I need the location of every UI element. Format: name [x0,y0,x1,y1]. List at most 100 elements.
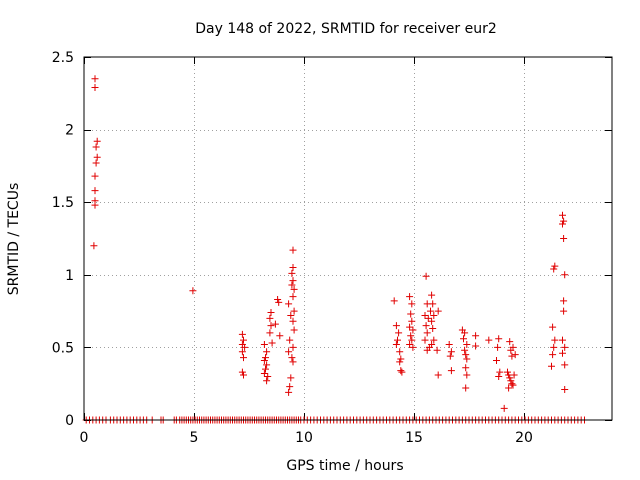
data-point [288,354,296,362]
data-point [494,343,502,351]
data-point [434,307,442,315]
data-point [287,374,295,382]
data-point [285,348,293,356]
data-point [424,314,432,322]
data-point [90,242,98,250]
data-point [91,75,99,83]
data-point [290,326,298,334]
data-point [463,355,471,363]
data-point [93,137,101,145]
y-tick-label: 0.5 [52,340,74,356]
data-point [560,307,568,315]
data-point [409,326,417,334]
data-point [508,380,516,388]
data-point [463,371,471,379]
x-tick-label: 5 [190,430,199,446]
x-tick-label: 20 [515,430,533,446]
data-point [559,349,566,357]
data-point [240,354,247,362]
data-point [560,235,568,242]
data-point [551,336,559,344]
x-tick-label: 0 [80,430,89,446]
data-point [561,386,569,394]
data-point [559,336,566,344]
data-point [289,343,297,351]
data-point [493,356,500,364]
data-point [290,307,298,315]
y-axis-label: SRMTID / TECUs [6,183,22,296]
data-point [390,297,398,305]
axis-ticks: 0 5 10 15 20 0 0.5 1 1.5 2 2.5 [52,50,612,446]
data-point [446,352,454,360]
data-point [560,297,568,305]
data-point [549,323,557,331]
data-point [289,293,297,301]
y-tick-label: 0 [65,413,74,429]
x-axis-label: GPS time / hours [286,458,403,474]
data-point [496,368,504,376]
data-point [260,340,268,348]
data-point [509,343,517,351]
data-point [397,367,405,375]
data-point [264,372,272,380]
data-point [392,340,400,348]
data-point [238,348,246,356]
data-point [561,343,569,351]
data-point [285,388,293,396]
data-point [428,291,436,299]
grid [84,57,612,420]
data-point [548,362,555,370]
data-point [392,322,400,330]
data-point [406,293,414,301]
data-point [396,348,404,356]
data-point [427,307,434,315]
data-point [263,361,271,369]
data-point [429,325,437,333]
data-point [267,309,275,317]
x-tick-label: 15 [405,430,423,446]
data-point [433,346,441,354]
data-point [267,322,275,330]
data-point [290,285,298,293]
data-point [289,358,297,366]
data-point [289,264,297,272]
data-point [495,372,503,380]
data-point [505,384,513,392]
data-point [561,361,569,369]
data-point [286,383,294,391]
x-tick-label: 10 [295,430,313,446]
data-point [422,272,430,280]
data-point [262,354,269,362]
data-point [507,377,515,385]
data-point [559,211,566,219]
data-point [510,371,518,379]
data-point [262,365,269,373]
data-point [430,336,438,344]
data-point [551,262,559,270]
data-point [263,348,271,356]
data-points [82,75,588,424]
data-point [472,332,480,340]
y-tick-label: 1.5 [52,195,74,211]
data-point [288,269,296,277]
data-point [423,329,431,337]
data-point [447,367,455,375]
data-point [240,336,247,344]
data-point [189,287,197,295]
data-point [288,281,296,289]
data-point [396,358,404,366]
data-point [560,217,568,225]
data-point [406,340,414,348]
data-point [504,368,511,376]
data-point [511,351,519,359]
data-point [508,352,516,360]
plot-frame [83,56,613,421]
data-point [485,336,493,344]
data-point [460,335,467,343]
data-point [266,329,274,337]
data-point [93,153,101,161]
y-tick-label: 2.5 [52,50,74,66]
data-point [241,343,249,351]
data-point [500,404,508,412]
